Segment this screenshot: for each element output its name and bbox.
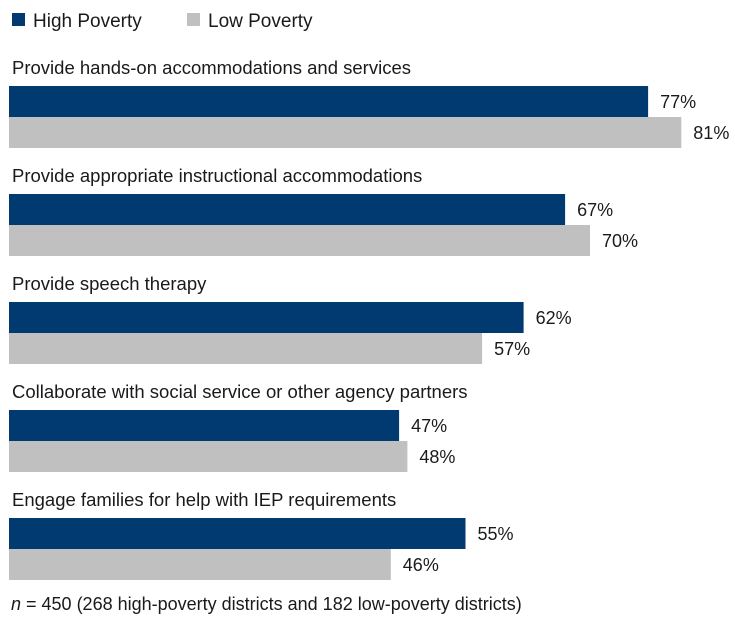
value-label-low-poverty-2: 70% <box>602 231 638 251</box>
bar-low-poverty-1 <box>9 117 682 148</box>
bar-low-poverty-2 <box>9 225 590 256</box>
bar-low-poverty-4 <box>9 441 408 472</box>
category-label-4: Collaborate with social service or other… <box>12 381 468 402</box>
value-label-low-poverty-3: 57% <box>494 339 530 359</box>
footnote-n-symbol: n <box>11 594 22 614</box>
value-label-high-poverty-2: 67% <box>577 200 613 220</box>
bar-high-poverty-1 <box>9 86 649 117</box>
value-label-high-poverty-1: 77% <box>660 92 696 112</box>
value-label-high-poverty-3: 62% <box>536 308 572 328</box>
legend-swatch-2 <box>187 13 200 26</box>
value-label-low-poverty-4: 48% <box>419 447 455 467</box>
value-label-high-poverty-5: 55% <box>478 524 514 544</box>
legend-label-2: Low Poverty <box>208 11 313 32</box>
legend-label-1: High Poverty <box>33 11 142 32</box>
bar-high-poverty-3 <box>9 302 524 333</box>
footnote-text: = 450 (268 high-poverty districts and 18… <box>21 594 522 614</box>
bar-low-poverty-3 <box>9 333 483 364</box>
category-label-5: Engage families for help with IEP requir… <box>12 489 396 510</box>
bar-low-poverty-5 <box>9 549 391 580</box>
category-label-1: Provide hands-on accommodations and serv… <box>12 57 411 78</box>
category-label-3: Provide speech therapy <box>12 273 207 294</box>
value-label-high-poverty-4: 47% <box>411 416 447 436</box>
bar-high-poverty-4 <box>9 410 400 441</box>
value-label-low-poverty-5: 46% <box>403 555 439 575</box>
category-label-2: Provide appropriate instructional accomm… <box>12 165 422 186</box>
value-label-low-poverty-1: 81% <box>693 123 729 143</box>
legend-swatch-1 <box>12 13 25 26</box>
bar-high-poverty-5 <box>9 518 466 549</box>
footnote: n = 450 (268 high-poverty districts and … <box>11 594 522 615</box>
bar-high-poverty-2 <box>9 194 566 225</box>
